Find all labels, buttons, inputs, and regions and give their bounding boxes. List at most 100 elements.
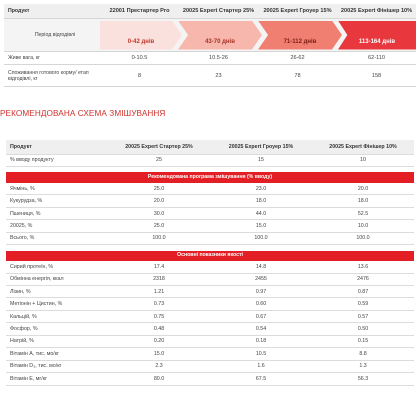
consumption-label: Споживання готового корму/ етап відгодів…	[8, 69, 89, 82]
row-value: 10.5	[210, 347, 312, 361]
row-value: 100.0	[210, 232, 312, 246]
mix-header-row: Продукт 20025 Expert Стартер 25% 20025 E…	[6, 140, 414, 155]
row-label: % вводу продукту	[6, 154, 108, 167]
weight-row: Живе вага, кг 0-10.5 10.5-26 26-62 62-11…	[4, 52, 416, 65]
row-value: 18.0	[210, 194, 312, 208]
table-row: Лізин, % 1.21 0.97 0.87	[6, 285, 414, 299]
row-value: 0.75	[108, 310, 210, 324]
consumption-value: 78	[294, 72, 301, 79]
row-value: 2455	[210, 273, 312, 287]
section-band: Основні показники якості	[6, 250, 414, 262]
row-value: 25	[108, 154, 210, 167]
table-row: Кукурудза, % 20.0 18.0 18.0	[6, 194, 414, 208]
weight-value: 10.5-26	[209, 55, 228, 61]
row-value: 80.0	[108, 372, 210, 386]
period-value: 113-164 днів	[358, 38, 396, 45]
row-value: 56.3	[312, 372, 414, 386]
row-value: 0.60	[210, 297, 312, 311]
row-label: Пшениця, %	[6, 207, 108, 221]
weight-value: 62-110	[367, 55, 385, 61]
table-row: Фосфор, % 0.48 0.54 0.50	[6, 322, 414, 336]
row-label: 20025, %	[6, 219, 108, 233]
row-value: 1.6	[210, 360, 312, 374]
row-value: 2.3	[108, 360, 210, 374]
consumption-value: 158	[371, 72, 382, 79]
row-value: 0.59	[312, 297, 414, 311]
program-column-header: 20025 Expert Стартер 25%	[182, 8, 255, 14]
table-row: Кальцій, % 0.75 0.67 0.57	[6, 310, 414, 324]
section-title: РЕКОМЕНДОВАНА СХЕМА ЗМІШУВАННЯ	[0, 109, 166, 118]
row-label: Лізин, %	[6, 285, 108, 299]
period-chevron: 0-42 днів	[100, 20, 182, 50]
row-value: 30.0	[108, 207, 210, 221]
row-value: 0.97	[210, 285, 312, 299]
row-value: 1.3	[312, 360, 414, 374]
row-value: 0.73	[108, 297, 210, 311]
feeding-program-table: Продукт 22001 Престартер Pro 20025 Exper…	[4, 4, 416, 87]
table-row: Ячмінь, % 25.0 23.0 20.0	[6, 182, 414, 196]
table-row: Вітамін Е, мг/кг 80.0 67.5 56.3	[6, 372, 414, 386]
row-value: 100.0	[312, 232, 414, 246]
period-label: Період відгодівлі	[34, 32, 76, 38]
period-chevrons: 0-42 днів 43-70 днів 71-112 днів 113-164…	[100, 20, 416, 50]
row-value: 23.0	[210, 182, 312, 196]
period-chevron: 71-112 днів	[258, 20, 342, 50]
row-label: Вітамін А, тис. мо/кг	[6, 347, 108, 361]
table-row: 20025, % 25.0 15.0 10.0	[6, 219, 414, 233]
section-band: Рекомендована програма змішування (% вво…	[6, 172, 414, 183]
row-value: 13.6	[312, 260, 414, 274]
period-chevron: 113-164 днів	[338, 20, 416, 50]
program-column-header: 20025 Expert Фінішер 10%	[340, 8, 413, 14]
row-value: 15.0	[210, 219, 312, 233]
weight-value: 26-62	[290, 55, 305, 61]
row-value: 25.0	[108, 219, 210, 233]
row-label: Ячмінь, %	[6, 182, 108, 196]
row-value: 0.20	[108, 335, 210, 349]
row-value: 100.0	[108, 232, 210, 246]
row-label: Фосфор, %	[6, 322, 108, 336]
row-value: 10	[312, 154, 414, 167]
consumption-value: 23	[215, 72, 222, 79]
row-value: 18.0	[312, 194, 414, 208]
consumption-value: 8	[137, 72, 142, 79]
row-value: 0.50	[312, 322, 414, 336]
row-value: 0.87	[312, 285, 414, 299]
row-label: Кальцій, %	[6, 310, 108, 324]
table-row: Метіонін + Цистин, % 0.73 0.60 0.59	[6, 297, 414, 311]
program-header-row: Продукт 22001 Престартер Pro 20025 Exper…	[4, 4, 416, 19]
row-value: 0.54	[210, 322, 312, 336]
table-row: Пшениця, % 30.0 44.0 52.5	[6, 207, 414, 221]
consumption-row: Споживання готового корму/ етап відгодів…	[4, 65, 416, 87]
row-value: 52.5	[312, 207, 414, 221]
table-row: % вводу продукту 25 15 10	[6, 154, 414, 167]
row-value: 17.4	[108, 260, 210, 274]
band-label: Основні показники якості	[6, 250, 414, 262]
row-value: 10.0	[312, 219, 414, 233]
table-row: Сирий протеїн, % 17.4 14.8 13.6	[6, 260, 414, 274]
program-header-label: Продукт	[8, 8, 30, 14]
row-label: Всього, %	[6, 232, 108, 246]
period-value: 71-112 днів	[283, 38, 317, 45]
row-value: 25.0	[108, 182, 210, 196]
mix-column-header: 20025 Expert Стартер 25%	[108, 140, 210, 155]
row-label: Сирий протеїн, %	[6, 260, 108, 274]
mix-column-header: 20025 Expert Гроуер 15%	[210, 140, 312, 155]
band-label: Рекомендована програма змішування (% вво…	[6, 172, 414, 183]
row-label: Натрій, %	[6, 335, 108, 349]
row-value: 1.21	[108, 285, 210, 299]
mix-column-header: 20025 Expert Фінішер 10%	[312, 140, 414, 155]
row-value: 15.0	[108, 347, 210, 361]
period-value: 43-70 днів	[205, 38, 235, 45]
row-value: 0.18	[210, 335, 312, 349]
period-value: 0-42 днів	[127, 38, 155, 45]
weight-label: Живе вага, кг	[8, 55, 41, 61]
row-label: Вітамін D₃, тис. мо/кг	[6, 360, 108, 374]
period-chevron: 43-70 днів	[178, 20, 262, 50]
row-value: 15	[210, 154, 312, 167]
row-label: Вітамін Е, мг/кг	[6, 372, 108, 386]
row-value: 2318	[108, 273, 210, 287]
table-row: Всього, % 100.0 100.0 100.0	[6, 232, 414, 246]
row-value: 67.5	[210, 372, 312, 386]
table-row: Натрій, % 0.20 0.18 0.15	[6, 335, 414, 349]
row-value: 0.57	[312, 310, 414, 324]
